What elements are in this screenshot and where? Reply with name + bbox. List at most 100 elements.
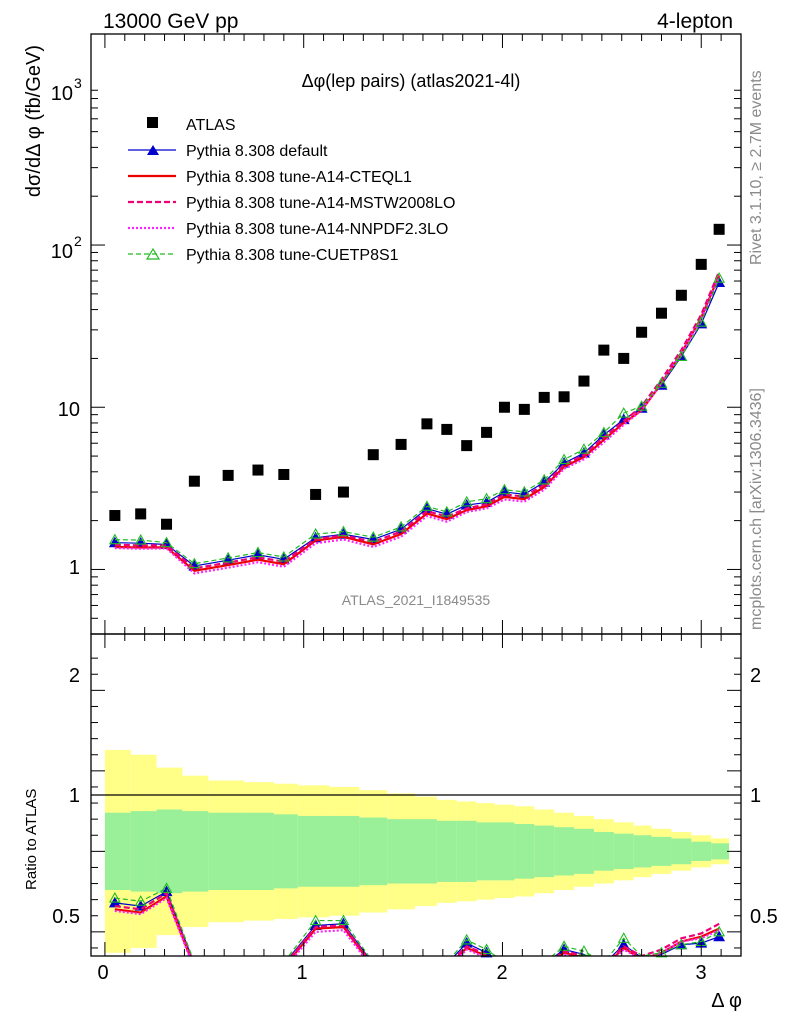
- mc-marker-top: [480, 492, 493, 504]
- ratio-tick-label-left-2: 2: [69, 665, 80, 687]
- x-axis-title: Δ φ: [711, 990, 742, 1012]
- atlas-data-point: [618, 352, 630, 364]
- atlas-data-point: [310, 488, 322, 500]
- rivet-side-text: Rivet 3.1.10, ≥ 2.7M events: [748, 70, 765, 265]
- y-tick-label-1: 1: [69, 557, 80, 579]
- atlas-data-point: [598, 344, 610, 356]
- mc-marker-ratio: [309, 914, 322, 926]
- stat-uncertainty-bin: [651, 836, 672, 866]
- stat-uncertainty-bin: [494, 822, 515, 881]
- stat-uncertainty-bin: [476, 822, 495, 881]
- y-tick-label-100-exp: 2: [74, 233, 82, 249]
- mc-marker-ratio: [655, 946, 668, 958]
- stat-uncertainty-bin: [208, 812, 245, 890]
- stat-uncertainty-bin: [130, 811, 157, 892]
- mc-marker-top: [655, 377, 668, 388]
- mc-marker-top: [695, 316, 708, 327]
- y-tick-label-100-base: 10: [51, 241, 73, 263]
- header-right: 4-lepton: [657, 10, 733, 33]
- stat-uncertainty-bin: [387, 819, 416, 884]
- mc-marker-top: [222, 551, 235, 563]
- stat-uncertainty-bin: [456, 820, 477, 882]
- x-tick-label-0: 0: [97, 962, 108, 984]
- atlas-data-point: [461, 440, 473, 452]
- stat-uncertainty-bin: [104, 812, 131, 890]
- mc-marker-top: [277, 550, 290, 562]
- atlas-data-point: [481, 426, 493, 438]
- mc-line-top-3: [114, 276, 721, 575]
- mc-marker-ratio: [675, 938, 688, 950]
- stat-uncertainty-bin: [554, 827, 575, 876]
- mc-marker-top: [188, 557, 201, 569]
- mc-marker-top: [337, 525, 350, 537]
- atlas-data-point: [441, 423, 453, 435]
- atlas-data-point: [655, 307, 667, 319]
- atlas-data-point: [695, 258, 707, 270]
- mc-marker-top: [578, 443, 590, 454]
- mc-line-top-1: [114, 274, 721, 573]
- stat-uncertainty-bin: [671, 838, 692, 865]
- ratio-tick-label-left-05: 0.5: [52, 906, 80, 928]
- mc-marker-ratio: [480, 943, 493, 955]
- mc-marker-ratio: [134, 895, 147, 906]
- legend-marker-cuetp: [145, 247, 161, 260]
- legend-label-cuetp: Pythia 8.308 tune-CUETP8S1: [186, 247, 399, 264]
- atlas-data-point: [278, 468, 290, 480]
- mc-marker-top: [460, 495, 473, 507]
- stat-uncertainty-bin: [711, 843, 730, 860]
- stat-uncertainty-bin: [593, 832, 614, 871]
- mc-marker-ratio: [108, 891, 121, 903]
- stat-uncertainty-bin: [574, 828, 594, 874]
- mc-marker-ratio: [578, 945, 590, 956]
- stat-uncertainty-bin: [329, 815, 360, 887]
- mc-marker-top: [395, 520, 408, 532]
- stat-uncertainty-bin: [613, 833, 634, 870]
- mc-marker-top: [518, 485, 531, 497]
- mc-marker-top: [367, 531, 380, 542]
- y-tick-label-1000-exp: 3: [74, 75, 82, 91]
- mc-marker-ratio: [617, 932, 630, 943]
- mc-marker-top: [134, 533, 147, 545]
- stat-uncertainty-bin: [156, 809, 183, 894]
- ratio-tick-label-left-1: 1: [69, 785, 80, 807]
- stat-uncertainty-bin: [244, 812, 274, 890]
- mc-marker-top: [252, 546, 264, 558]
- mc-marker-ratio: [558, 940, 571, 951]
- stat-uncertainty-bin: [297, 815, 330, 887]
- stat-uncertainty-bin: [691, 841, 712, 862]
- ratio-tick-label-right-05: 0.5: [750, 906, 778, 928]
- ratio-uncertainty-bands: [104, 749, 730, 953]
- mc-marker-ratio: [713, 925, 726, 937]
- legend-marker-atlas: [147, 117, 158, 128]
- atlas-data-point: [222, 469, 234, 481]
- mc-marker-top: [420, 500, 433, 511]
- stat-uncertainty-bin: [182, 811, 209, 892]
- atlas-data-point: [421, 418, 433, 430]
- atlas-data-point: [135, 508, 147, 520]
- mc-marker-ratio: [337, 914, 350, 926]
- atlas-data-point: [161, 518, 173, 530]
- y-tick-label-1000-base: 10: [51, 83, 73, 105]
- atlas-data-point: [109, 510, 121, 522]
- header-left: 13000 GeV pp: [103, 10, 238, 33]
- y-tick-label-10: 10: [58, 399, 80, 421]
- y-axis-title-top: dσ/dΔ φ (fb/GeV): [23, 45, 45, 197]
- stat-uncertainty-bin: [436, 820, 457, 882]
- mc-curves-top: [108, 271, 726, 575]
- legend-label-mstw: Pythia 8.308 tune-A14-MSTW2008LO: [186, 195, 455, 212]
- mc-marker-top: [713, 272, 726, 283]
- mc-marker-top: [675, 350, 688, 361]
- legend-label-default: Pythia 8.308 default: [186, 143, 328, 160]
- x-tick-label-2: 2: [496, 962, 507, 984]
- atlas-data-point: [538, 391, 550, 403]
- ratio-panel-frame: [90, 633, 742, 957]
- mc-marker-top: [108, 533, 121, 545]
- axis-ticks: [91, 34, 741, 956]
- mc-line-ratio-2: [114, 891, 720, 956]
- atlas-data-point: [395, 438, 407, 450]
- atlas-data-point: [578, 375, 590, 387]
- ratio-tick-label-right-1: 1: [750, 785, 761, 807]
- mc-line-top-4: [114, 277, 720, 565]
- mc-marker-top: [617, 406, 630, 418]
- mc-marker-top: [160, 536, 173, 548]
